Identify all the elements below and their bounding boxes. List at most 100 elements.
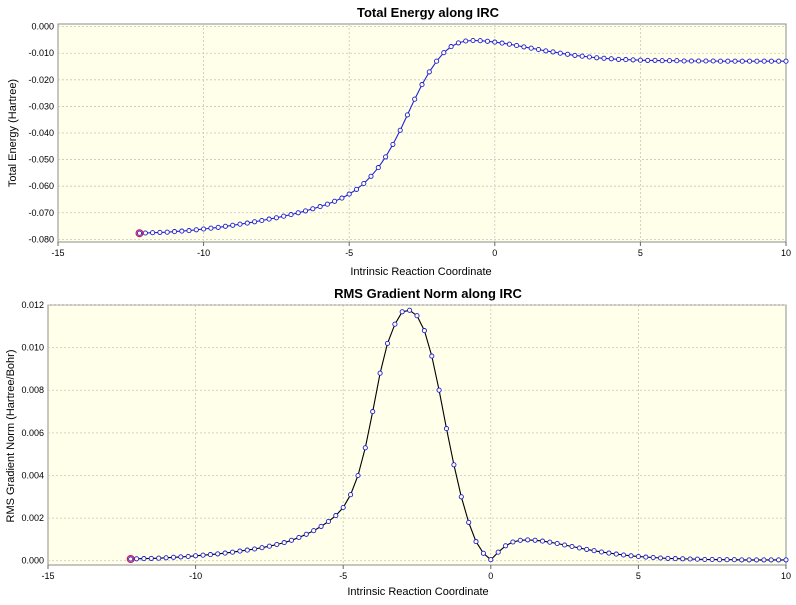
- data-point: [613, 551, 619, 557]
- x-tick-label: -15: [41, 571, 54, 581]
- x-tick-label: 10: [781, 571, 791, 581]
- data-point: [688, 58, 694, 64]
- x-tick-label: -5: [339, 571, 347, 581]
- data-point: [339, 195, 345, 201]
- data-point: [332, 198, 338, 204]
- data-point: [128, 556, 134, 562]
- data-point: [215, 551, 221, 557]
- data-point: [237, 221, 243, 227]
- data-point: [562, 542, 568, 548]
- data-point: [455, 40, 461, 46]
- data-point: [645, 57, 651, 63]
- x-tick-label: -15: [51, 248, 64, 258]
- data-point: [572, 52, 578, 58]
- x-tick-labels: -15 -10 -5 0 5 10: [41, 571, 791, 581]
- grid: [57, 24, 787, 246]
- data-point: [492, 39, 498, 45]
- data-point: [259, 545, 265, 551]
- data-point: [576, 545, 582, 551]
- data-point: [694, 556, 700, 562]
- data-point: [739, 557, 745, 563]
- data-point: [266, 543, 272, 549]
- data-point: [637, 57, 643, 63]
- data-point: [244, 547, 250, 553]
- data-point: [281, 213, 287, 219]
- data-point: [295, 210, 301, 216]
- data-point: [429, 353, 435, 359]
- data-point: [397, 127, 403, 133]
- x-tick-label: -10: [197, 248, 210, 258]
- gradient-series-points: [126, 307, 789, 563]
- data-point: [470, 37, 476, 44]
- y-tick-label: -0.070: [28, 208, 54, 218]
- data-point: [517, 537, 523, 543]
- y-tick-label: 0.008: [21, 385, 44, 395]
- data-point: [702, 556, 708, 563]
- y-axis-label: Total Energy (Hartree): [7, 79, 19, 187]
- data-point: [495, 549, 501, 555]
- data-point: [414, 313, 420, 319]
- start-point-marker: [126, 554, 135, 563]
- data-point: [156, 555, 162, 561]
- data-point: [768, 58, 774, 64]
- data-point: [252, 219, 258, 225]
- y-tick-label: 0.004: [21, 470, 44, 480]
- y-tick-label: 0.006: [21, 428, 44, 438]
- data-point: [547, 539, 553, 545]
- data-point: [333, 513, 339, 519]
- data-point: [311, 528, 317, 534]
- data-point: [739, 58, 745, 64]
- data-point: [370, 409, 376, 415]
- data-point: [628, 553, 634, 559]
- data-point: [310, 206, 316, 212]
- data-point: [776, 58, 782, 64]
- data-point: [434, 58, 440, 64]
- data-point: [383, 154, 389, 160]
- data-point: [185, 553, 191, 560]
- grid: [47, 304, 787, 569]
- data-point: [186, 228, 192, 234]
- data-point: [754, 58, 760, 64]
- y-tick-label: -0.080: [28, 234, 54, 244]
- data-point: [674, 58, 680, 64]
- data-point: [652, 57, 658, 63]
- data-point: [768, 557, 774, 563]
- data-point: [368, 173, 374, 179]
- data-point: [375, 165, 381, 171]
- data-point: [163, 555, 169, 561]
- y-tick-labels: 0.000 0.002 0.004 0.006 0.008 0.010 0.012: [21, 300, 44, 566]
- data-point: [569, 543, 575, 550]
- data-point: [178, 554, 184, 560]
- data-point: [324, 201, 330, 207]
- x-tick-label: -5: [345, 248, 353, 258]
- data-point: [288, 212, 294, 218]
- data-point: [458, 494, 464, 500]
- x-tick-label: 10: [781, 248, 791, 258]
- data-point: [666, 58, 673, 64]
- data-point: [229, 549, 236, 555]
- data-point: [601, 55, 607, 61]
- data-point: [717, 58, 724, 64]
- total-energy-chart: Total Energy along IRC -15 -10 -5 0 5 10 0.00…: [7, 5, 791, 278]
- data-point: [200, 552, 206, 558]
- data-point: [361, 180, 367, 187]
- data-point: [281, 540, 287, 546]
- data-point: [717, 557, 723, 563]
- y-tick-labels: 0.000 -0.010 -0.020 -0.030 -0.040 -0.050 -0.06…: [28, 22, 54, 245]
- y-tick-label: -0.020: [28, 75, 54, 85]
- chart-title: Total Energy along IRC: [357, 5, 500, 20]
- data-point: [710, 58, 716, 64]
- data-point: [525, 537, 531, 543]
- data-point: [222, 550, 228, 556]
- data-point: [521, 44, 527, 50]
- data-point: [303, 531, 309, 537]
- data-point: [557, 50, 563, 56]
- data-point: [732, 58, 738, 64]
- data-point: [550, 49, 556, 55]
- data-point: [134, 556, 140, 562]
- data-point: [709, 556, 715, 563]
- data-point: [348, 492, 354, 498]
- data-point: [621, 552, 627, 558]
